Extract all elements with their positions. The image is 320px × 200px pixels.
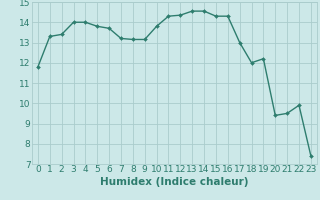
X-axis label: Humidex (Indice chaleur): Humidex (Indice chaleur) [100, 177, 249, 187]
